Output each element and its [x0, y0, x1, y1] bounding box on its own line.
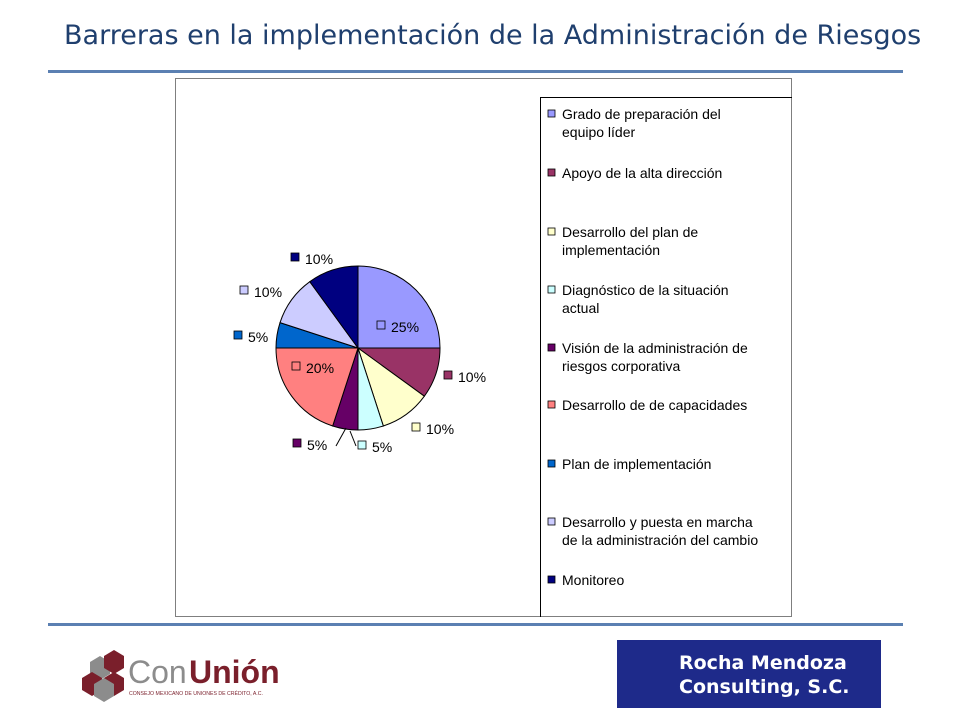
- page-title: Barreras en la implementación de la Admi…: [64, 20, 922, 51]
- chart-legend-box: [540, 97, 792, 617]
- hexagon-cube-icon: [82, 650, 124, 702]
- conunion-logo: Con Unión CONSEJO MEXICANO DE UNIONES DE…: [80, 648, 295, 704]
- bottom-divider: [48, 623, 903, 626]
- logo-tagline: CONSEJO MEXICANO DE UNIONES DE CRÉDITO, …: [129, 690, 263, 697]
- rocha-mendoza-logo: Rocha Mendoza Consulting, S.C.: [617, 640, 881, 708]
- top-divider: [48, 70, 903, 73]
- conunion-logo-mark: Con Unión CONSEJO MEXICANO DE UNIONES DE…: [82, 650, 280, 702]
- logo-brand-bold: Unión: [189, 654, 280, 690]
- logo-brand-prefix: Con: [128, 654, 187, 690]
- brand-line-1: Rocha Mendoza: [679, 652, 847, 674]
- brand-line-2: Consulting, S.C.: [679, 676, 850, 698]
